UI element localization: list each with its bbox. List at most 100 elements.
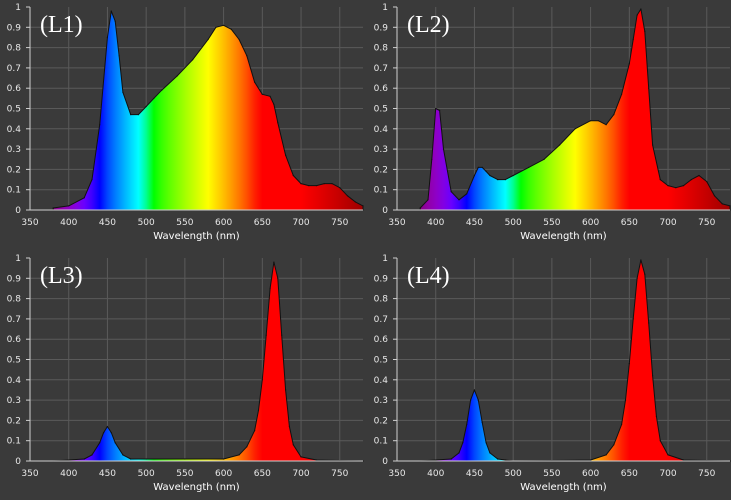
- data-point: [68, 205, 70, 207]
- x-axis-label: Wavelength (nm): [520, 231, 606, 242]
- data-point: [122, 454, 124, 456]
- data-point: [300, 456, 302, 458]
- spectrum-area: [419, 259, 731, 462]
- data-point: [729, 205, 731, 207]
- y-tick-label: 0.6: [7, 84, 22, 94]
- data-point: [470, 399, 472, 401]
- x-tick-label: 750: [331, 469, 348, 479]
- data-point: [473, 174, 475, 177]
- data-point: [308, 185, 310, 187]
- data-point: [636, 277, 638, 279]
- y-tick-label: 0.1: [374, 186, 388, 196]
- data-point: [83, 197, 85, 199]
- x-tick-label: 550: [176, 469, 193, 479]
- data-point: [99, 442, 101, 444]
- y-tick-label: 0.1: [7, 186, 21, 196]
- x-tick-label: 700: [659, 218, 676, 228]
- y-tick-label: 0.8: [7, 295, 22, 305]
- panel-2: 350 400 450 500 550 600 650 700 750 0 0.1 0.2 0.3 0.4…: [374, 3, 731, 242]
- y-tick-label: 0.2: [7, 165, 21, 175]
- data-point: [597, 120, 599, 122]
- x-tick-label: 700: [292, 218, 309, 228]
- data-point: [339, 187, 341, 189]
- x-tick-label: 600: [582, 469, 599, 479]
- x-axis-label: Wavelength (nm): [153, 482, 239, 493]
- data-point: [605, 454, 607, 456]
- data-point: [652, 375, 654, 377]
- y-tick-label: 0: [382, 457, 388, 467]
- data-point: [466, 193, 468, 195]
- data-point: [346, 195, 349, 197]
- data-point: [192, 59, 194, 61]
- data-point: [261, 379, 263, 381]
- data-point: [254, 81, 256, 83]
- x-tick-label: 750: [698, 218, 715, 228]
- data-point: [122, 91, 124, 93]
- data-point: [419, 207, 421, 209]
- data-point: [485, 442, 487, 444]
- data-point: [481, 166, 483, 168]
- data-point: [690, 179, 692, 181]
- data-point: [435, 107, 437, 110]
- data-point: [145, 458, 147, 460]
- y-tick-label: 1: [15, 3, 21, 13]
- x-tick-label: 650: [254, 469, 271, 479]
- data-point: [273, 103, 275, 105]
- data-point: [613, 114, 615, 116]
- y-tick-label: 0.3: [374, 145, 388, 155]
- data-point: [481, 421, 483, 423]
- x-tick-label: 650: [621, 469, 638, 479]
- data-point: [176, 75, 178, 77]
- data-point: [52, 207, 54, 209]
- data-point: [223, 24, 225, 26]
- x-tick-label: 350: [388, 469, 405, 479]
- x-tick-label: 600: [215, 218, 232, 228]
- data-point: [254, 430, 256, 432]
- data-point: [632, 38, 634, 41]
- data-point: [648, 87, 650, 89]
- y-tick-label: 0.6: [374, 335, 389, 345]
- spectrum-area: [419, 8, 731, 211]
- y-tick-label: 1: [382, 254, 388, 264]
- data-point: [292, 174, 294, 177]
- data-point: [261, 93, 263, 95]
- data-point: [439, 109, 441, 112]
- data-point: [682, 459, 685, 461]
- x-tick-label: 500: [505, 469, 522, 479]
- panel-1: 350 400 450 500 550 600 650 700 750 0 0.1 0.2 0.3 0.4…: [7, 3, 364, 242]
- data-point: [230, 28, 232, 30]
- x-tick-label: 750: [331, 218, 348, 228]
- data-point: [528, 166, 530, 168]
- data-point: [667, 454, 669, 456]
- data-point: [605, 124, 607, 126]
- data-point: [442, 148, 445, 150]
- data-point: [269, 95, 271, 97]
- data-point: [285, 154, 287, 156]
- data-point: [215, 26, 217, 28]
- y-tick-label: 0: [15, 457, 21, 467]
- data-point: [354, 201, 356, 203]
- y-tick-label: 0.8: [374, 44, 389, 54]
- data-point: [246, 446, 248, 448]
- data-point: [323, 183, 325, 185]
- y-tick-label: 0.2: [7, 416, 21, 426]
- data-point: [246, 55, 248, 57]
- x-tick-label: 350: [21, 218, 38, 228]
- data-point: [655, 415, 658, 417]
- data-point: [106, 36, 108, 39]
- data-point: [485, 170, 487, 172]
- data-point: [590, 459, 592, 461]
- data-point: [628, 363, 630, 365]
- spectrum-area: [52, 10, 364, 211]
- x-tick-label: 450: [99, 469, 116, 479]
- y-tick-label: 0.9: [374, 274, 389, 284]
- data-point: [489, 174, 491, 177]
- data-point: [114, 442, 116, 444]
- data-point: [640, 8, 642, 10]
- data-point: [238, 38, 240, 41]
- y-tick-label: 1: [15, 254, 21, 264]
- y-tick-label: 0.9: [7, 23, 22, 33]
- data-point: [682, 185, 685, 187]
- data-point: [721, 203, 723, 205]
- y-tick-label: 0.2: [374, 165, 388, 175]
